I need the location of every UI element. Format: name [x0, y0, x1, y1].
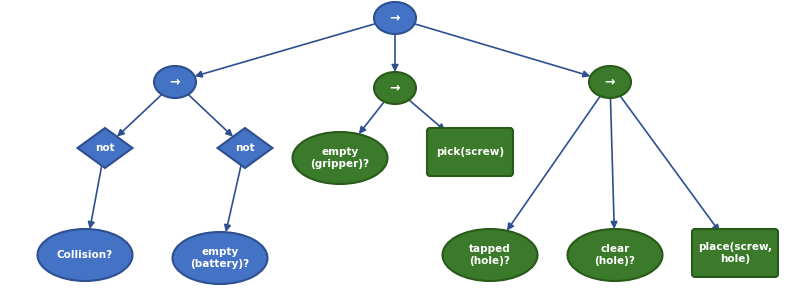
Ellipse shape [374, 72, 416, 104]
Text: place(screw,
hole): place(screw, hole) [698, 242, 772, 264]
Text: →: → [390, 81, 400, 95]
Ellipse shape [567, 229, 662, 281]
Text: →: → [170, 75, 180, 88]
Polygon shape [218, 128, 273, 168]
Text: →: → [605, 75, 615, 88]
Text: not: not [235, 143, 255, 153]
Text: pick(screw): pick(screw) [436, 147, 504, 157]
Ellipse shape [154, 66, 196, 98]
Ellipse shape [374, 2, 416, 34]
Text: empty
(gripper)?: empty (gripper)? [310, 147, 370, 169]
Text: clear
(hole)?: clear (hole)? [594, 244, 635, 266]
Polygon shape [78, 128, 133, 168]
Text: not: not [95, 143, 115, 153]
Ellipse shape [173, 232, 267, 284]
Ellipse shape [442, 229, 538, 281]
Text: tapped
(hole)?: tapped (hole)? [469, 244, 511, 266]
Text: empty
(battery)?: empty (battery)? [190, 247, 250, 269]
Ellipse shape [38, 229, 133, 281]
Text: →: → [390, 12, 400, 25]
FancyBboxPatch shape [692, 229, 778, 277]
Ellipse shape [293, 132, 387, 184]
FancyBboxPatch shape [427, 128, 513, 176]
Text: Collision?: Collision? [57, 250, 113, 260]
Ellipse shape [589, 66, 631, 98]
